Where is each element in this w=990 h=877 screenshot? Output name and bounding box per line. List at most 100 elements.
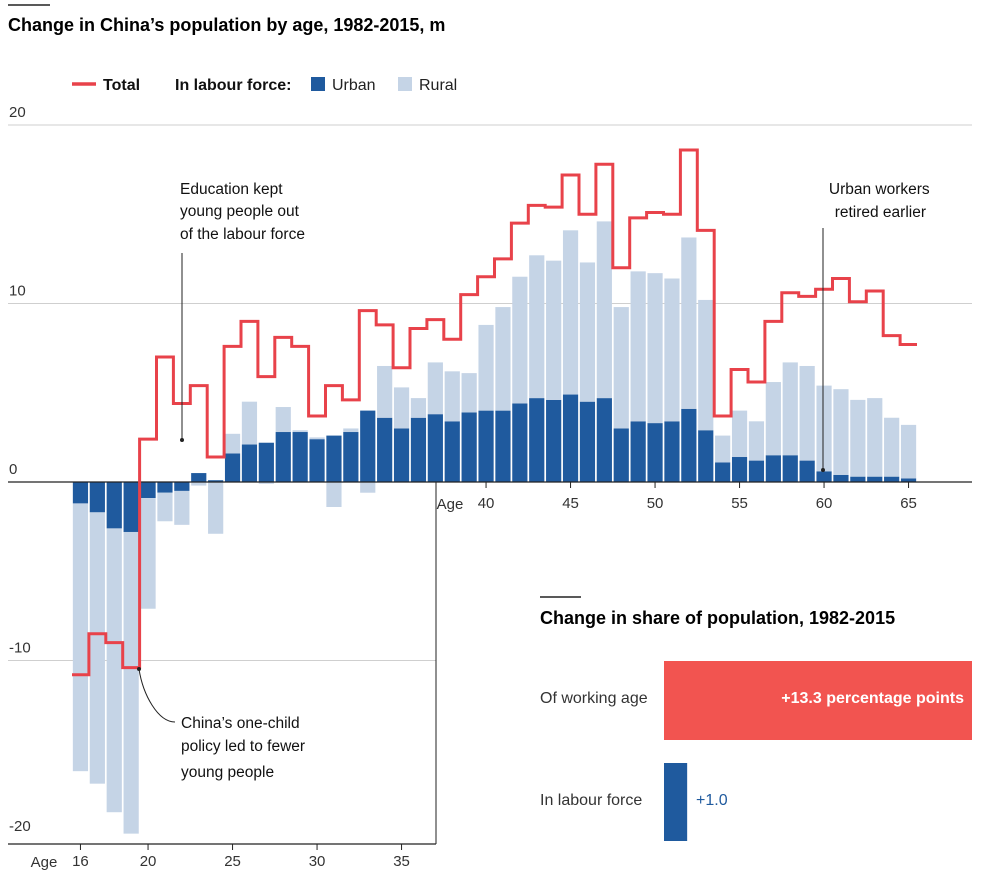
- rural-bar: [562, 230, 579, 395]
- one-child-annotation-dot: [137, 667, 141, 671]
- urban-bar: [546, 399, 562, 482]
- rural-bar: [444, 371, 460, 422]
- urban-bar: [461, 412, 477, 482]
- urban-bar: [208, 480, 224, 482]
- urban-bar: [647, 423, 663, 482]
- inset-title: Change in share of population, 1982-2015: [540, 608, 895, 628]
- rural-bar: [765, 382, 781, 456]
- rural-bar: [664, 278, 680, 422]
- urban-bar: [630, 421, 646, 482]
- axes: 40 45 50 55 60 65 Age 16 20 25 30 35 Age: [8, 481, 972, 871]
- x-tick-label: 25: [224, 853, 241, 870]
- legend-urban-swatch: [311, 77, 325, 91]
- rural-bar: [241, 401, 258, 445]
- urban-bar: [224, 453, 241, 482]
- education-annotation-dot: [180, 438, 184, 442]
- urban-bar: [157, 482, 173, 493]
- urban-bar: [596, 398, 612, 482]
- urban-bar: [512, 403, 528, 482]
- x-tick-label: 60: [816, 495, 833, 512]
- rural-bar: [850, 399, 866, 477]
- inset-label-labour-force: In labour force: [540, 792, 642, 809]
- rural-bar: [546, 260, 562, 400]
- urban-bar: [664, 421, 680, 482]
- rural-bar: [174, 490, 190, 525]
- urban-bar: [241, 444, 258, 482]
- rural-bar: [377, 365, 393, 418]
- rural-bar: [157, 492, 173, 522]
- rural-bar: [106, 528, 122, 813]
- rural-bar: [258, 482, 274, 484]
- urban-bar: [72, 482, 89, 504]
- urban-bar: [715, 462, 731, 482]
- rural-bar: [715, 435, 731, 463]
- rural-bar: [72, 503, 89, 772]
- rural-bar: [579, 262, 596, 402]
- urban-bar: [529, 398, 545, 482]
- urban-bar: [799, 460, 815, 482]
- inset-label-working-age: Of working age: [540, 690, 648, 707]
- rural-bar: [275, 407, 291, 433]
- rural-bar: [630, 271, 646, 422]
- inset-value-labour-force: +1.0: [696, 792, 728, 809]
- rural-bar: [343, 428, 359, 433]
- rural-bar: [393, 387, 410, 429]
- rural-bar: [292, 430, 308, 433]
- gridlines: 20 10 0 -10 -20: [8, 104, 972, 835]
- rural-bar: [309, 437, 325, 440]
- rural-bar: [478, 324, 494, 411]
- urban-retire-annotation: Urban workers retired earlier: [829, 181, 934, 221]
- rural-bar: [731, 410, 748, 458]
- urban-bar: [360, 410, 376, 482]
- rural-bar: [495, 307, 511, 411]
- urban-bar: [275, 432, 291, 482]
- rural-bar: [224, 433, 241, 454]
- urban-bar: [343, 432, 359, 482]
- inset-value-working-age: +13.3 percentage points: [781, 690, 964, 707]
- chart-title: Change in China’s population by age, 198…: [8, 15, 445, 35]
- urban-bar: [782, 455, 798, 482]
- bars: [72, 221, 917, 834]
- urban-bar: [884, 476, 900, 482]
- urban-bar: [900, 478, 917, 482]
- rural-bar: [698, 299, 714, 431]
- urban-bar: [106, 482, 122, 529]
- x-tick-label: 40: [478, 495, 495, 512]
- urban-bar: [495, 410, 511, 482]
- urban-retire-annotation-dot: [821, 468, 825, 472]
- urban-bar: [748, 460, 765, 482]
- annotations: Education kept young people out of the l…: [137, 181, 934, 781]
- rural-bar: [89, 512, 105, 784]
- legend-total-label: Total: [103, 77, 140, 94]
- rural-bar: [427, 362, 443, 415]
- inset-bar-labour-force: [664, 763, 688, 841]
- rural-bar: [191, 482, 207, 486]
- y-tick-label: 20: [9, 104, 26, 121]
- x-tick-label: 50: [647, 495, 664, 512]
- urban-bar: [867, 476, 883, 482]
- legend-urban-label: Urban: [332, 77, 376, 94]
- y-tick-label: -10: [9, 640, 31, 657]
- urban-bar: [478, 410, 494, 482]
- urban-bar: [816, 471, 832, 482]
- rural-bar: [782, 362, 798, 456]
- urban-bar: [174, 482, 190, 491]
- urban-bar: [850, 476, 866, 482]
- urban-bar: [140, 482, 156, 499]
- urban-bar: [579, 401, 596, 482]
- rural-bar: [208, 482, 224, 534]
- y-tick-label: -20: [9, 818, 31, 835]
- legend-rural-swatch: [398, 77, 412, 91]
- urban-bar: [698, 430, 714, 482]
- rural-bar: [900, 424, 917, 479]
- rural-bar: [833, 389, 849, 475]
- y-tick-label: 0: [9, 461, 17, 478]
- rural-bar: [140, 498, 156, 609]
- rural-bar: [647, 273, 663, 424]
- urban-bar: [377, 417, 393, 482]
- urban-bar: [444, 421, 460, 482]
- inset-bar-working-age: [664, 661, 972, 740]
- rural-bar: [884, 417, 900, 477]
- x-tick-label: 30: [309, 853, 326, 870]
